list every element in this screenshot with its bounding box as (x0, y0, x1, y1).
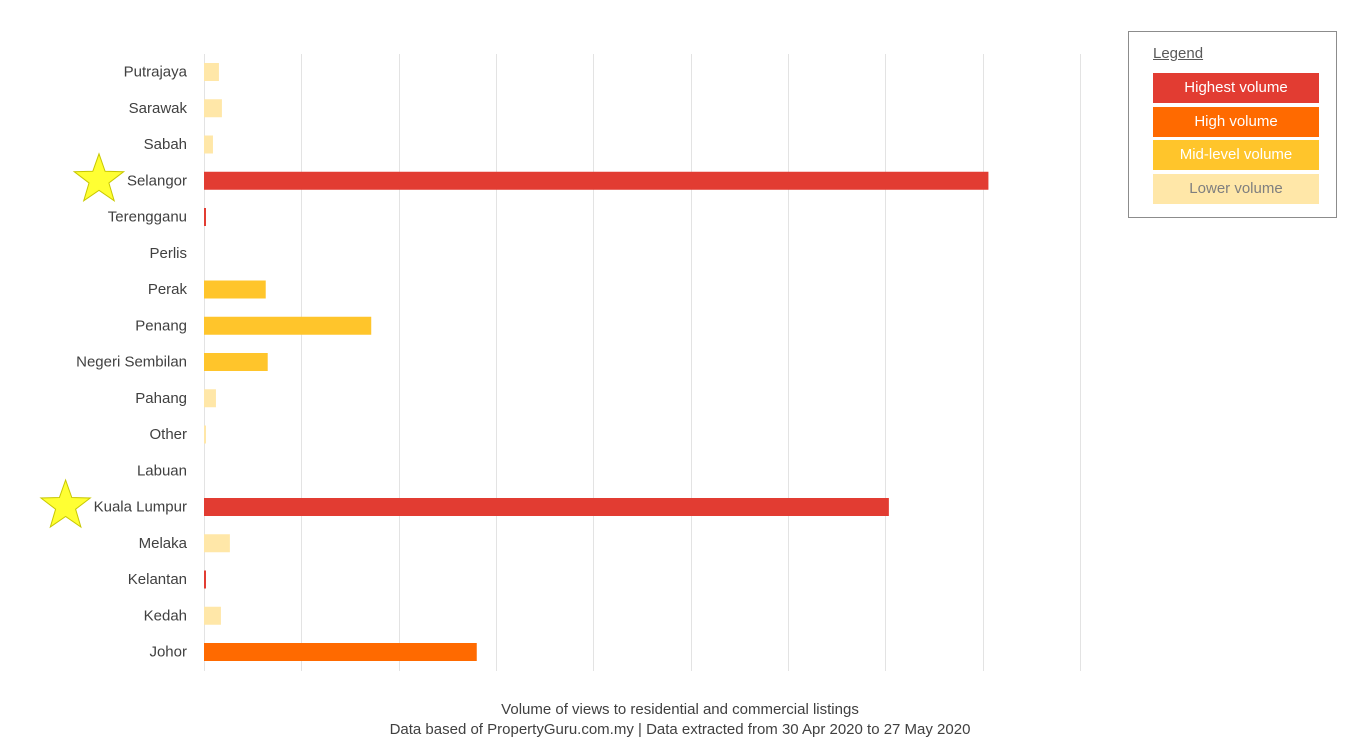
bar-negeri-sembilan (204, 353, 268, 371)
bar-selangor (204, 171, 989, 190)
bar-melaka (204, 534, 230, 553)
tick-label-selangor: Selangor (127, 172, 187, 189)
bar-putrajaya (204, 63, 219, 81)
tick-label-sabah: Sabah (144, 136, 187, 153)
tick-label-kuala-lumpur: Kuala Lumpur (94, 499, 187, 516)
bar-terengganu (204, 208, 206, 226)
legend-title: Legend (1153, 45, 1204, 62)
bar-penang (204, 316, 372, 335)
highlight-stars (39, 152, 126, 529)
legend-item-highest-volume: Highest volume (1153, 73, 1319, 103)
tick-label-terengganu: Terengganu (108, 209, 187, 226)
tick-label-sarawak: Sarawak (129, 100, 188, 117)
bar-other (204, 425, 206, 444)
tick-label-kelantan: Kelantan (128, 571, 187, 588)
tick-label-perak: Perak (148, 281, 188, 298)
tick-label-putrajaya: Putrajaya (124, 64, 188, 81)
bar-kedah (204, 606, 221, 625)
tick-label-penang: Penang (135, 317, 187, 334)
bars (204, 63, 989, 661)
legend: Legend Highest volume High volume Mid-le… (1128, 31, 1337, 218)
legend-item-lower-volume: Lower volume (1153, 174, 1319, 204)
bar-sarawak (204, 99, 222, 118)
bar-kelantan (204, 570, 206, 589)
tick-label-other: Other (149, 426, 187, 443)
legend-item-mid-level-volume: Mid-level volume (1153, 140, 1319, 170)
tick-label-labuan: Labuan (137, 462, 187, 479)
legend-item-high-volume: High volume (1153, 107, 1319, 137)
bar-johor (204, 643, 477, 661)
tick-label-melaka: Melaka (139, 535, 188, 552)
bar-kuala-lumpur (204, 498, 889, 516)
bar-pahang (204, 389, 216, 408)
tick-label-perlis: Perlis (149, 245, 187, 262)
star-icon-selangor (72, 152, 126, 203)
category-labels: Putrajaya Sarawak Sabah Selangor Terengganu P… (76, 64, 188, 661)
chart-caption-source: Data based of PropertyGuru.com.my | Data… (389, 721, 971, 738)
tick-label-johor: Johor (149, 644, 187, 661)
gridlines (204, 54, 1081, 671)
tick-label-negeri-sembilan: Negeri Sembilan (76, 354, 187, 371)
bar-perak (204, 280, 266, 299)
star-icon-kuala-lumpur (39, 478, 92, 529)
chart-caption-subject: Volume of views to residential and comme… (501, 701, 859, 718)
tick-label-pahang: Pahang (135, 390, 187, 407)
tick-label-kedah: Kedah (144, 607, 187, 624)
bar-sabah (204, 135, 213, 154)
